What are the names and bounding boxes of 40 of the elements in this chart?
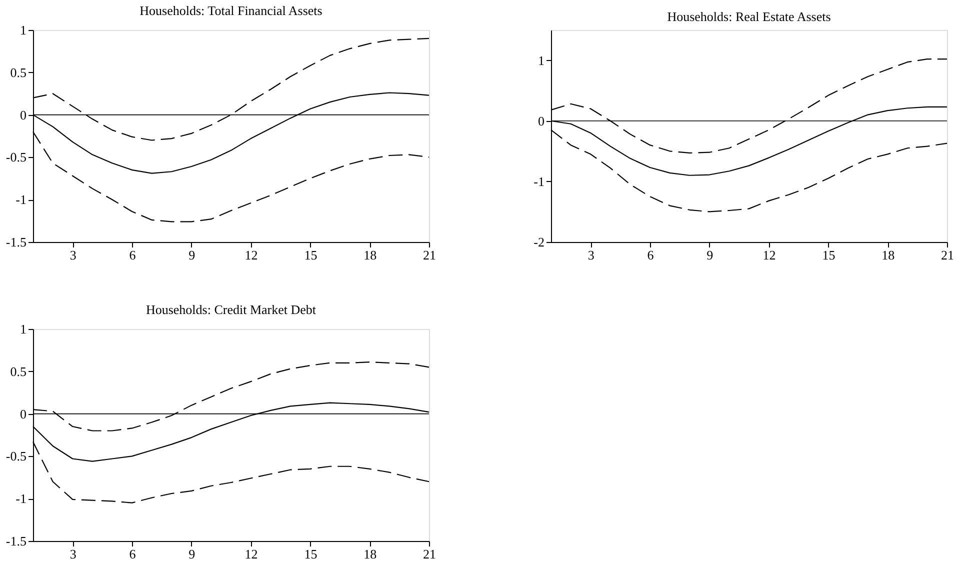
x-tick-label: 15	[304, 248, 318, 262]
x-tick-label: 21	[423, 248, 436, 262]
chart-title: Households: Credit Market Debt	[146, 302, 316, 317]
y-tick-label: -1.5	[6, 234, 26, 250]
y-tick-label: -0.5	[6, 448, 26, 464]
x-tick-label: 15	[822, 248, 836, 262]
chart-title: Households: Total Financial Assets	[140, 3, 322, 18]
chart-title: Households: Real Estate Assets	[667, 9, 831, 24]
x-tick-label: 21	[941, 248, 954, 262]
y-tick-label: 0	[20, 107, 26, 122]
x-tick-label: 12	[244, 546, 258, 562]
x-tick-label: 15	[304, 546, 318, 562]
x-tick-label: 6	[129, 248, 136, 262]
x-tick-label: 9	[188, 546, 196, 562]
y-tick-label: -1	[534, 174, 544, 189]
x-tick-label: 3	[588, 248, 594, 262]
y-tick-label: 0.5	[10, 364, 26, 379]
y-tick-label: 0	[20, 406, 26, 422]
y-tick-label: -1	[16, 192, 26, 208]
y-tick-label: -2	[534, 234, 544, 250]
y-tick-label: -1.5	[6, 534, 26, 548]
x-tick-label: 12	[762, 248, 776, 262]
x-tick-label: 3	[70, 546, 76, 562]
x-tick-label: 18	[364, 248, 377, 262]
y-tick-label: 0	[538, 113, 544, 128]
y-tick-label: 1	[20, 322, 26, 336]
x-tick-label: 3	[70, 248, 76, 262]
x-tick-label: 6	[129, 546, 136, 562]
y-tick-label: 0.5	[10, 64, 26, 80]
y-tick-label: 1	[20, 22, 26, 38]
x-tick-label: 6	[647, 248, 654, 262]
x-tick-label: 18	[882, 248, 895, 262]
x-tick-label: 9	[706, 248, 714, 262]
y-tick-label: -0.5	[6, 150, 26, 165]
x-tick-label: 9	[188, 248, 196, 262]
x-tick-label: 18	[364, 546, 377, 562]
x-tick-label: 21	[423, 546, 436, 562]
x-tick-label: 12	[244, 248, 258, 262]
y-tick-label: -1	[16, 491, 26, 506]
y-tick-label: 1	[538, 52, 544, 68]
